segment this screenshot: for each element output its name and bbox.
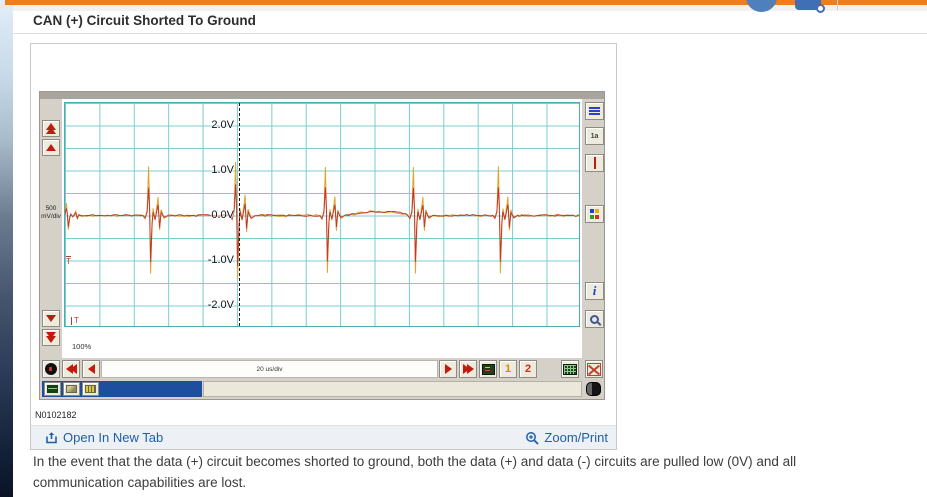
- accent-top-bar: [5, 0, 927, 5]
- zoom-percent-label: 100%: [72, 342, 92, 351]
- waveform-svg: [65, 161, 579, 279]
- scope-control-row: 20 us/div 1 2: [40, 359, 604, 380]
- info-button[interactable]: i: [585, 282, 604, 300]
- snapshot-button[interactable]: [561, 360, 579, 378]
- voltage-label: -1.0V: [207, 254, 234, 266]
- channel-colors-button[interactable]: [585, 205, 604, 223]
- channel-1-label: 1: [504, 363, 512, 375]
- page-title: CAN (+) Circuit Shorted To Ground: [33, 13, 256, 28]
- progress-bar: [42, 381, 202, 397]
- scope-screen-icon: [481, 363, 495, 375]
- figure-footer: Open In New Tab Zoom/Print: [31, 425, 616, 449]
- background-photo-strip: [0, 0, 13, 497]
- scope-grid: 2.0V 1.0V 0.0V -1.0V -2.0V T T: [64, 102, 580, 327]
- double-up-arrow-icon: [46, 123, 56, 130]
- channel-colors-icon: [589, 209, 600, 219]
- figure-panel: 100% 2.0V 1.0V 0.0V -1.0V -2.0V T T 500 …: [30, 43, 617, 450]
- display-toggle-button[interactable]: [479, 360, 497, 378]
- description-text: In the event that the data (+) circuit b…: [33, 454, 797, 490]
- voltage-label: 0.0V: [211, 209, 234, 221]
- double-right-arrow-icon: [462, 364, 474, 374]
- zoom-tool-button[interactable]: [585, 310, 604, 328]
- brightness-knob[interactable]: [586, 382, 601, 396]
- header-band: [13, 5, 927, 11]
- snapshot-screen-icon: [563, 363, 577, 375]
- cursor-1a-button[interactable]: 1a: [585, 127, 604, 145]
- trigger-dot-icon: [45, 363, 57, 375]
- magnifier-icon: [590, 314, 602, 326]
- channel-2-button[interactable]: 2: [519, 360, 537, 378]
- battery-grid-icon: [85, 385, 96, 393]
- scope-frame-bar: [40, 92, 604, 99]
- left-arrow-icon: [87, 364, 95, 374]
- zoom-print-icon: [526, 431, 540, 445]
- list-icon: [589, 106, 600, 116]
- close-button[interactable]: [585, 360, 603, 378]
- cursor-line-icon: [593, 157, 596, 169]
- trigger-level-marker: T: [66, 256, 71, 266]
- open-in-new-tab-link[interactable]: Open In New Tab: [45, 430, 163, 445]
- scroll-down-button[interactable]: [42, 310, 60, 327]
- badge-icon: [816, 4, 825, 13]
- close-x-icon: [587, 362, 601, 376]
- up-arrow-icon: [46, 144, 56, 151]
- right-arrow-icon: [444, 364, 452, 374]
- pan-left-fast-button[interactable]: [62, 360, 80, 378]
- voltage-label: 1.0V: [211, 164, 234, 176]
- down-arrow-icon: [46, 315, 56, 322]
- scope-display-button[interactable]: [44, 382, 61, 396]
- channel-list-button[interactable]: [585, 102, 604, 120]
- trigger-position-line: [239, 103, 240, 326]
- oscilloscope-image: 100% 2.0V 1.0V 0.0V -1.0V -2.0V T T 500 …: [39, 91, 605, 400]
- trigger-time-marker: T: [71, 317, 79, 325]
- open-in-new-tab-label: Open In New Tab: [63, 430, 164, 445]
- timebase-label: 20 us/div: [101, 360, 438, 378]
- trigger-cursor-button[interactable]: [585, 154, 604, 172]
- vertical-scale-label: 500 mV/div: [41, 205, 61, 221]
- zoom-print-link[interactable]: Zoom/Print: [525, 430, 608, 445]
- info-icon: i: [592, 283, 597, 298]
- probe-button[interactable]: [63, 382, 80, 396]
- channel-2-label: 2: [524, 363, 532, 375]
- double-up-arrow-icon: [46, 127, 56, 134]
- status-strip: [203, 381, 582, 397]
- probe-icon: [66, 385, 77, 393]
- trigger-point-button[interactable]: [42, 360, 60, 378]
- channel-1-button[interactable]: 1: [499, 360, 517, 378]
- zoom-print-label: Zoom/Print: [544, 430, 608, 445]
- scope-display-icon: [47, 385, 58, 393]
- scope-status-row: [40, 381, 604, 399]
- header-divider: [837, 0, 838, 10]
- grid-settings-button[interactable]: [82, 382, 99, 396]
- scroll-down-fast-button[interactable]: [42, 329, 60, 346]
- help-icon[interactable]: [795, 0, 825, 13]
- scroll-up-button[interactable]: [42, 139, 60, 156]
- double-left-arrow-icon: [65, 364, 77, 374]
- avatar-icon[interactable]: [746, 0, 777, 12]
- voltage-label: 2.0V: [211, 119, 234, 131]
- pan-right-button[interactable]: [439, 360, 457, 378]
- double-down-arrow-icon: [46, 336, 56, 343]
- pan-left-button[interactable]: [82, 360, 100, 378]
- pan-right-fast-button[interactable]: [459, 360, 477, 378]
- double-down-arrow-icon: [46, 332, 56, 339]
- cursor-1a-icon: 1a: [590, 132, 599, 140]
- scroll-up-fast-button[interactable]: [42, 120, 60, 137]
- open-in-new-icon: [46, 432, 57, 444]
- voltage-label: -2.0V: [207, 299, 234, 311]
- title-divider: [13, 33, 927, 34]
- figure-id-label: N0102182: [35, 410, 77, 420]
